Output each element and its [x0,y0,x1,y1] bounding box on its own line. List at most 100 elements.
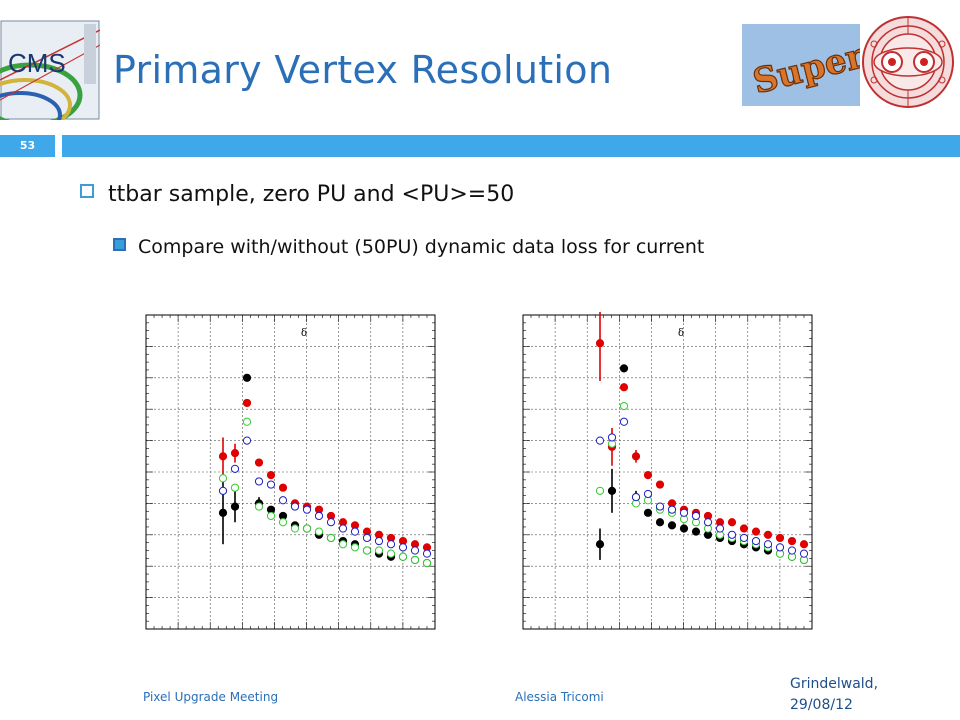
data-point [386,549,396,558]
footer-location-date: Grindelwald, 29/08/12 [790,674,950,716]
data-point [254,458,264,467]
page-title: Primary Vertex Resolution [113,48,613,92]
data-point [799,549,809,558]
data-point [619,401,629,411]
data-point [326,533,336,543]
data-point [350,543,360,552]
data-point [374,536,384,546]
data-point [679,508,689,517]
data-point [242,398,252,408]
data-point [763,540,773,549]
data-point [422,549,432,558]
data-point [254,477,264,486]
square-bullet-icon [80,184,94,198]
data-point [398,543,408,552]
data-point [338,524,348,533]
data-point [362,546,372,555]
resolution-plot-left: δ [145,314,436,630]
data-point [266,471,276,480]
data-point [230,449,240,458]
data-point [338,540,348,549]
footer-author: Alessia Tricomi [515,690,604,704]
cms-logo: CMS [0,20,100,120]
data-point [302,524,312,533]
data-point [787,536,797,546]
data-point [691,527,701,536]
data-point [218,486,228,495]
data-point [763,530,773,539]
footer-date: 29/08/12 [790,697,853,713]
bullet-main-text: ttbar sample, zero PU and <PU>=50 [108,182,515,207]
data-point [619,383,629,392]
super-logo: Super [742,24,860,106]
data-point [410,555,420,565]
data-point [643,471,653,480]
footer-location: Grindelwald, [790,676,879,692]
data-point [667,521,677,530]
data-point [631,493,641,502]
data-point [619,364,629,373]
data-point [727,518,737,527]
data-point [787,546,797,555]
data-point [290,524,300,533]
data-point [595,339,605,348]
data-point [679,524,689,533]
data-point [230,483,240,492]
data-point [314,511,324,521]
data-point [751,536,761,546]
data-point [242,417,252,426]
data-point [278,483,288,492]
data-point [775,533,785,543]
data-point [619,417,629,426]
data-point [727,530,737,539]
data-point [643,489,653,499]
data-point [266,511,276,521]
data-point [715,524,725,533]
data-point [278,518,288,527]
lhc-magnet-logo [862,16,954,108]
data-point [595,540,605,549]
bullet-main: ttbar sample, zero PU and <PU>=50 [80,182,514,207]
data-point [775,543,785,552]
data-point [643,508,653,517]
data-point [607,486,617,495]
data-point [631,452,641,461]
data-point [655,480,665,489]
bullet-sub-text: Compare with/without (50PU) dynamic data… [138,236,705,258]
data-point [739,533,749,543]
resolution-plot-right: δ [522,312,813,630]
data-point [691,511,701,521]
data-point [655,518,665,527]
data-point [254,502,264,511]
data-point [302,505,312,514]
data-point [739,524,749,533]
data-point [218,474,228,483]
data-point [278,496,288,505]
data-point [422,558,432,568]
footer-meeting: Pixel Upgrade Meeting [143,690,279,704]
data-point [218,508,228,517]
data-point [326,518,336,527]
legend-symbol: δ [301,328,307,339]
data-point [398,552,408,561]
data-point [799,540,809,549]
data-point [374,546,384,555]
data-point [290,502,300,511]
data-point [607,433,617,442]
data-point [266,480,276,489]
cms-logo-text: CMS [8,48,66,78]
bullet-sub: Compare with/without (50PU) dynamic data… [113,236,704,258]
data-point [350,527,360,536]
data-point [218,452,228,461]
data-point [595,436,605,445]
data-point [386,540,396,549]
data-point [751,527,761,536]
data-point [595,486,605,495]
header-divider-bar [62,135,960,157]
legend-symbol: δ [678,328,684,339]
data-point [655,502,665,511]
data-point [242,436,252,445]
data-point [362,533,372,543]
filled-square-bullet-icon [113,238,126,251]
data-point [667,505,677,514]
